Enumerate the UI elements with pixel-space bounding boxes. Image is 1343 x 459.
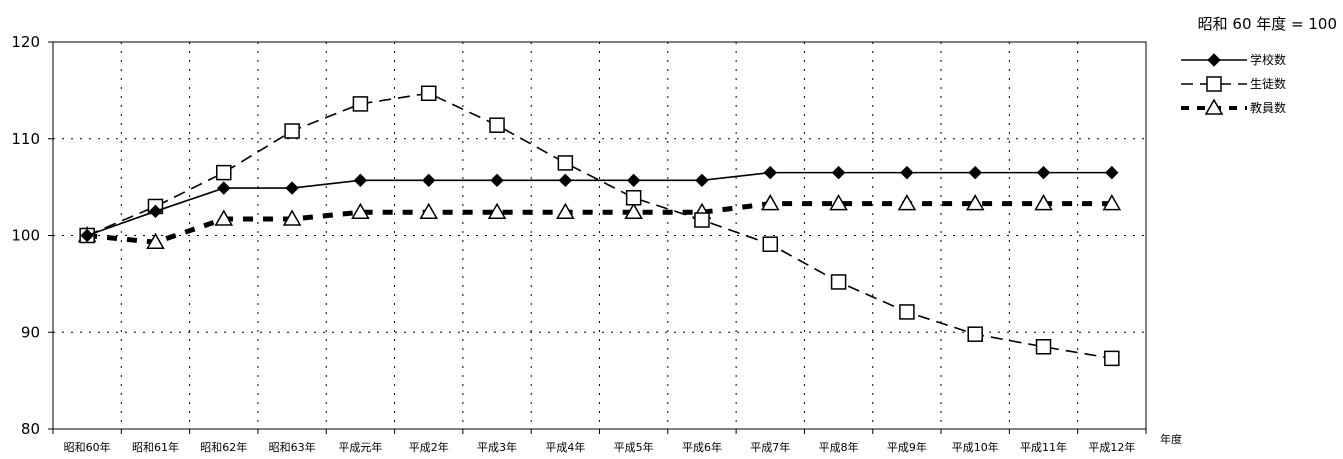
legend-label: 教員数 [1250,100,1286,115]
data-point [899,304,915,320]
x-tick-label: 昭和62年 [200,440,247,454]
data-point [353,173,368,188]
legend-item: 生徒数 [1181,76,1286,92]
x-tick-label: 平成6年 [682,440,722,454]
data-point [900,165,914,180]
data-point [965,194,985,211]
data-point [489,117,505,133]
data-point [558,173,573,188]
data-point [490,173,504,188]
data-point [487,202,507,220]
data-point [1104,350,1120,367]
data-point [694,212,710,228]
x-tick-label: 平成2年 [409,440,449,454]
x-axis-unit-label: 年度 [1160,432,1182,446]
data-point [217,181,231,195]
legend-marker [1206,76,1222,92]
x-tick-label: 平成12年 [1088,440,1135,454]
data-point [626,173,641,188]
y-tick-label: 120 [11,33,40,51]
x-tick-label: 平成元年 [338,440,382,454]
data-point [557,155,574,171]
data-point [829,194,848,211]
x-tick-label: 平成7年 [750,440,790,454]
data-point [1034,194,1053,211]
data-point [420,85,437,102]
x-tick-label: 昭和60年 [64,440,111,454]
legend-item: 学校数 [1181,52,1286,67]
y-tick-label: 80 [21,420,40,438]
data-point [419,202,439,220]
data-point [967,326,983,342]
data-point [214,209,234,226]
data-point [624,202,643,220]
y-tick-label: 100 [11,227,40,245]
x-tick-label: 平成4年 [545,440,585,454]
data-point [352,96,369,112]
y-axis: 80 90 100 110 120 [11,33,53,438]
x-tick-label: 平成3年 [477,440,517,454]
legend-label: 学校数 [1250,52,1286,67]
data-point [695,173,709,188]
data-point [148,204,163,219]
data-point [285,181,299,195]
series-line [86,92,1112,360]
data-point [830,274,847,290]
data-point [760,194,780,211]
data-point [216,164,232,181]
series-2 [79,85,1120,367]
y-tick-label: 110 [11,130,40,148]
data-point [556,202,575,220]
x-tick-label: 平成8年 [819,440,859,454]
legend-label: 生徒数 [1250,76,1286,91]
data-point [625,190,642,206]
data-point [1035,339,1052,355]
data-point [351,202,370,220]
series-group [77,85,1122,367]
data-point [422,173,436,188]
data-point [282,209,302,226]
legend-item: 教員数 [1181,98,1286,115]
x-tick-label: 平成11年 [1020,440,1067,454]
data-point [762,236,779,252]
data-point [146,232,165,250]
data-point [1036,165,1051,180]
base-year-note: 昭和 60 年度 = 100 [1198,15,1337,33]
legend-marker [1204,98,1224,115]
x-tick-label: 平成10年 [952,440,999,454]
series-line [86,171,1112,237]
y-tick-label: 90 [21,323,40,341]
data-point [284,123,300,139]
data-point [831,165,846,180]
data-point [80,228,94,243]
x-tick-label: 平成9年 [887,440,927,454]
data-point [1105,165,1119,180]
data-point [897,194,917,211]
x-axis: 昭和60年 昭和61年 昭和62年 昭和63年 平成元年 平成2年 平成3年 平成4年 平成5年… [52,429,1147,454]
data-point [1102,194,1122,211]
data-point [968,165,982,180]
legend-marker [1207,53,1221,67]
x-tick-label: 昭和61年 [132,440,179,454]
grid-lines [53,42,1146,429]
x-tick-label: 平成5年 [614,440,654,454]
x-tick-label: 昭和63年 [269,440,316,454]
series-1 [80,165,1119,243]
data-point [763,165,777,180]
